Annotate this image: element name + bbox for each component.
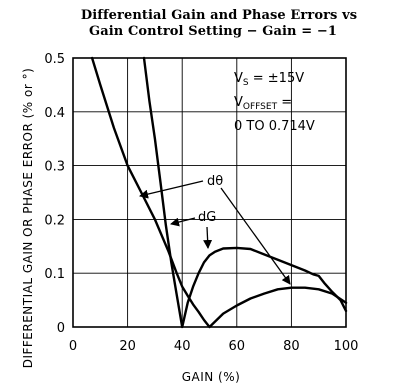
- x-tick-label: 0: [69, 339, 77, 354]
- chart-title-line-2: Gain Control Setting − Gain = −1: [89, 24, 337, 39]
- x-tick-label: 40: [174, 339, 191, 354]
- x-axis-label: GAIN (%): [182, 370, 241, 384]
- chart-title-line-1: Differential Gain and Phase Errors vs: [80, 8, 358, 23]
- series-line-dg: [142, 56, 348, 329]
- y-tick-label: 0.5: [44, 52, 65, 67]
- grid: [73, 58, 346, 327]
- y-tick-label: 0: [57, 321, 65, 336]
- y-tick-label: 0.2: [44, 213, 65, 228]
- arrow-dg-left: [170, 217, 196, 227]
- condition-vs: VS = ±15V: [234, 71, 304, 88]
- y-tick-label: 0.3: [44, 160, 65, 175]
- series-line-dtheta: [90, 56, 348, 329]
- condition-range: 0 TO 0.714V: [234, 119, 315, 134]
- arrow-dtheta-right: [220, 187, 291, 285]
- x-tick-label: 20: [119, 339, 136, 354]
- y-axis-label: DIFFERENTIAL GAIN OR PHASE ERROR (% or °…: [21, 68, 35, 369]
- tick-labels: 0 20 40 60 80 100 0 0.1 0.2 0.3 0.4 0.5: [44, 52, 358, 354]
- y-tick-label: 0.4: [44, 106, 65, 121]
- x-tick-label: 80: [283, 339, 300, 354]
- arrow-dtheta-left: [139, 180, 204, 199]
- condition-voffset: VOFFSET =: [234, 95, 292, 112]
- arrow-dg-right: [203, 226, 213, 249]
- y-tick-label: 0.1: [44, 267, 65, 282]
- x-tick-label: 100: [334, 339, 359, 354]
- series-label-dtheta: dθ: [207, 174, 223, 189]
- series-label-dg: dG: [198, 210, 216, 225]
- x-tick-label: 60: [229, 339, 246, 354]
- series-lines: [90, 56, 348, 329]
